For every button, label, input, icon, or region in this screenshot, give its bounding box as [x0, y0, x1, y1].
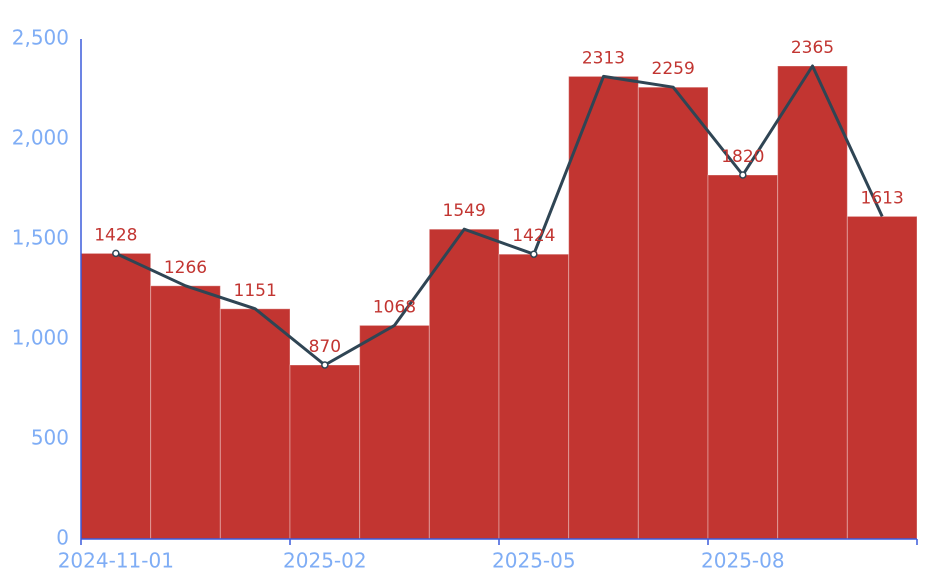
- bar: [80, 252, 152, 540]
- bar: [150, 285, 221, 540]
- bar: [846, 215, 918, 540]
- x-tick-label: 2025-05: [492, 549, 576, 573]
- value-label: 1151: [234, 281, 277, 301]
- y-tick-label: 2,000: [12, 126, 69, 150]
- bar: [498, 253, 570, 540]
- bar: [707, 174, 779, 540]
- value-label: 870: [309, 337, 341, 357]
- bar: [289, 364, 361, 540]
- value-label: 1266: [164, 258, 207, 278]
- value-label: 2313: [582, 48, 625, 68]
- line-point: [321, 361, 329, 369]
- bar: [219, 308, 291, 540]
- bar: [568, 75, 639, 540]
- x-tick-label: 2025-08: [701, 549, 785, 573]
- value-label: 1820: [721, 147, 764, 167]
- value-label: 1068: [373, 297, 416, 317]
- y-tick-label: 2,500: [12, 26, 69, 50]
- line: [115, 64, 884, 367]
- y-tick-label: 1,500: [12, 226, 69, 250]
- value-label: 2365: [791, 38, 834, 58]
- y-tick-label: 500: [31, 426, 69, 450]
- line-point: [112, 249, 120, 258]
- y-tick-label: 0: [56, 526, 69, 550]
- value-label: 1424: [512, 226, 555, 246]
- line-point: [530, 250, 538, 258]
- line-point: [739, 171, 747, 179]
- value-label: 1428: [94, 225, 137, 245]
- bar: [777, 65, 848, 540]
- x-tick-label: 2025-02: [283, 549, 367, 573]
- x-tick-label: 2024-11-01: [58, 549, 174, 573]
- bar: [359, 324, 430, 540]
- y-tick-label: 1,000: [12, 326, 69, 350]
- bar: [637, 86, 709, 540]
- value-label: 2259: [652, 59, 695, 79]
- value-label: 1613: [861, 188, 904, 208]
- value-label: 1549: [443, 201, 486, 221]
- bar: [428, 228, 500, 540]
